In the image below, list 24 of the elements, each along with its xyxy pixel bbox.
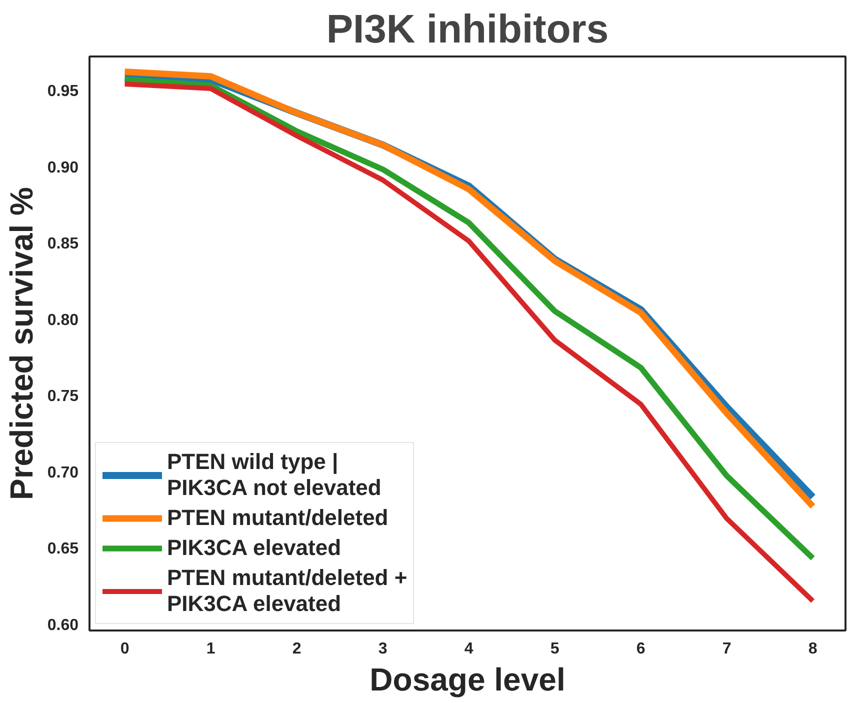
y-tick-label: 0.90: [47, 159, 79, 176]
y-tick-label: 0.70: [47, 464, 79, 482]
x-tick-label: 1: [206, 640, 216, 658]
x-tick-label: 3: [378, 640, 388, 658]
x-tick-label: 0: [120, 640, 130, 658]
y-tick-label: 0.75: [47, 388, 79, 406]
x-tick-label: 6: [636, 640, 646, 658]
x-tick-label: 8: [808, 640, 818, 658]
legend-label: PTEN mutant/deleted + PIK3CA elevated: [167, 565, 408, 617]
legend-label: PIK3CA elevated: [167, 535, 342, 561]
y-tick-label: 0.80: [47, 312, 79, 329]
legend-label: PTEN wild type | PIK3CA not elevated: [167, 449, 382, 501]
y-axis-title: Predicted survival %: [3, 186, 40, 500]
x-tick-label: 7: [722, 640, 732, 658]
y-tick-label: 0.60: [47, 616, 79, 634]
x-tick-label: 2: [292, 640, 302, 658]
chart-title: PI3K inhibitors: [326, 8, 609, 52]
y-tick-label: 0.65: [47, 540, 79, 558]
x-tick-label: 4: [464, 640, 474, 658]
legend-label: PTEN mutant/deleted: [167, 505, 388, 531]
y-tick-label: 0.85: [47, 236, 79, 253]
x-tick-label: 5: [550, 640, 560, 658]
y-tick-label: 0.95: [47, 83, 79, 100]
x-axis-title: Dosage level: [370, 662, 566, 698]
